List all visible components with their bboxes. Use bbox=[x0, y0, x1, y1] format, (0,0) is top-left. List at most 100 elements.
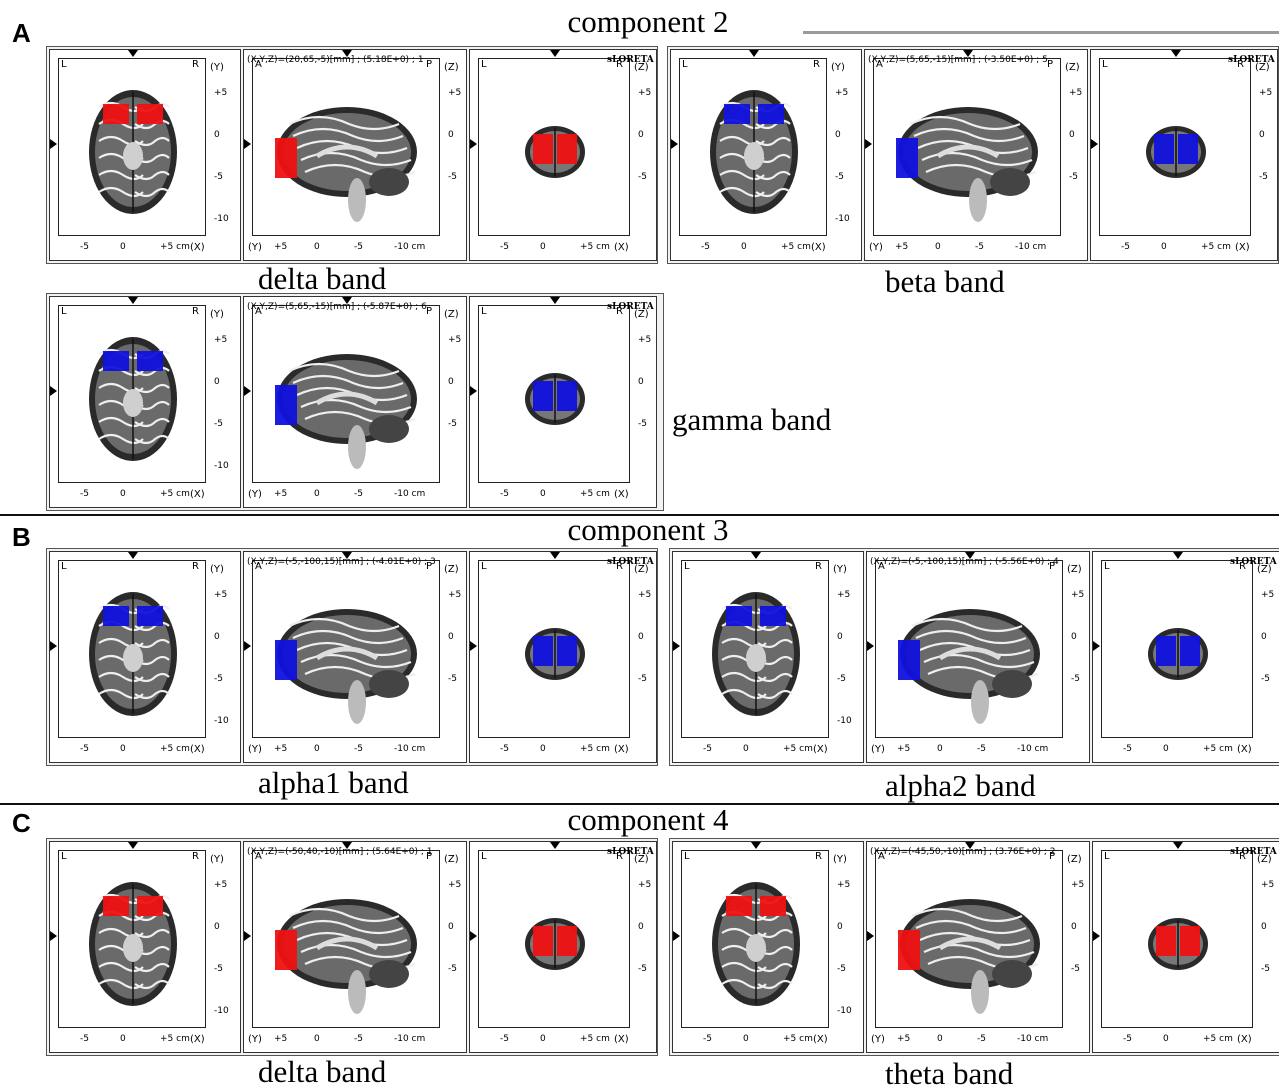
cursor-marker-icon bbox=[50, 386, 57, 396]
axis-tick: 0 bbox=[837, 632, 843, 642]
axis-tick: 0 bbox=[743, 744, 749, 754]
axis-name-z: (Z) bbox=[1255, 62, 1270, 73]
activation-blob bbox=[557, 926, 577, 956]
axis-tick: 0 bbox=[1163, 1034, 1169, 1044]
orientation-corner-left: A bbox=[878, 851, 885, 862]
coordinate-readout: (X,Y,Z)=(20,65,-5)[mm] ; (5.18E+0) ; 1 bbox=[247, 55, 424, 65]
axis-tick: 0 bbox=[743, 1034, 749, 1044]
sloreta-panel: L R (Y) +5 0 -5 -10 -5 0 +5 cm (X) A P (Z) +5 0 -5 (Y) +5 0… bbox=[46, 838, 658, 1056]
axis-name-y: (Y) bbox=[248, 489, 262, 500]
axis-tick: -5 bbox=[448, 674, 457, 684]
cursor-marker-icon bbox=[470, 386, 477, 396]
gyrus-line bbox=[911, 617, 1023, 633]
cursor-marker-icon bbox=[963, 50, 973, 57]
plot-box-coronal bbox=[478, 58, 630, 236]
view-axial: L R (Y) +5 0 -5 -10 -5 0 +5 cm (X) bbox=[670, 49, 862, 261]
axis-tick: 0 bbox=[1261, 632, 1267, 642]
view-coronal: L R (Z) +5 0 -5 -5 0 +5 cm (X) bbox=[1090, 49, 1278, 261]
brain-image-axial bbox=[89, 337, 177, 461]
sloreta-panel: L R (Y) +5 0 -5 -10 -5 0 +5 cm (X) A P (Z) +5 0 -5 (Y) +5 0… bbox=[669, 548, 1279, 766]
cursor-marker-icon bbox=[550, 552, 560, 559]
plot-box-coronal bbox=[478, 305, 630, 483]
orientation-corner-right: R bbox=[192, 851, 199, 862]
axis-tick: 0 bbox=[314, 489, 320, 499]
orientation-corner-left: A bbox=[878, 561, 885, 572]
axis-tick: -5 bbox=[837, 674, 846, 684]
axis-tick: 0 bbox=[638, 377, 644, 387]
gyrus-line bbox=[134, 136, 170, 147]
section-divider-c bbox=[0, 803, 1279, 805]
axis-tick: -5 bbox=[500, 242, 509, 252]
coordinate-readout: (X,Y,Z)=(-5,-100,15)[mm] ; (-5.56E+0) ; … bbox=[870, 557, 1059, 567]
component-title-2: component 2 bbox=[567, 4, 729, 39]
cursor-marker-icon bbox=[342, 842, 352, 849]
axis-tick: -5 bbox=[214, 964, 223, 974]
axis-tick: -5 bbox=[214, 674, 223, 684]
axis-name-y: (Y) bbox=[210, 62, 224, 73]
axis-name-z: (Z) bbox=[1257, 854, 1272, 865]
axis-tick: +5 bbox=[1261, 880, 1275, 890]
axis-tick: -5 bbox=[80, 1034, 89, 1044]
activation-blob bbox=[103, 606, 129, 626]
axis-tick: -10 bbox=[214, 716, 229, 726]
axis-tick: +5 bbox=[638, 880, 652, 890]
brainstem bbox=[348, 680, 366, 724]
gyrus-line bbox=[134, 672, 170, 683]
axis-tick: -5 bbox=[448, 172, 457, 182]
activation-blob bbox=[533, 926, 553, 956]
orientation-corner-right: P bbox=[1049, 561, 1056, 572]
section-divider-b bbox=[0, 514, 1279, 516]
gyrus-line bbox=[134, 187, 170, 198]
brain-image-sagittal bbox=[898, 609, 1040, 724]
axis-name-y: (Y) bbox=[248, 1034, 262, 1045]
axis-tick: -5 bbox=[1261, 964, 1270, 974]
axis-tick: +5 bbox=[448, 590, 462, 600]
gyrus-line bbox=[288, 617, 400, 633]
brain-image-axial bbox=[712, 592, 800, 716]
axis-tick: -10 bbox=[214, 461, 229, 471]
cursor-marker-icon bbox=[128, 552, 138, 559]
view-coronal: L R (Z) +5 0 -5 -5 0 +5 cm (X) bbox=[469, 49, 657, 261]
axis-tick: -5 bbox=[214, 419, 223, 429]
cursor-marker-icon bbox=[128, 297, 138, 304]
axis-tick: +5 bbox=[1069, 88, 1083, 98]
brain-image-sagittal bbox=[898, 899, 1040, 1014]
axis-tick: +5 bbox=[895, 242, 909, 252]
activation-blob bbox=[1154, 134, 1174, 164]
gyrus-line bbox=[98, 186, 144, 198]
activation-blob bbox=[557, 636, 577, 666]
view-axial: L R (Y) +5 0 -5 -10 -5 0 +5 cm (X) bbox=[49, 841, 241, 1053]
gyrus-line bbox=[98, 433, 144, 445]
axis-tick: -10 bbox=[835, 214, 850, 224]
plot-box-sagittal bbox=[875, 850, 1063, 1028]
orientation-corner-left: L bbox=[1104, 561, 1110, 572]
gyrus-line bbox=[721, 688, 767, 700]
axis-tick: 0 bbox=[937, 1034, 943, 1044]
axis-tick: +5 bbox=[1071, 590, 1085, 600]
axis-name-z: (Z) bbox=[1067, 854, 1082, 865]
axis-tick: -10 cm bbox=[1017, 1034, 1049, 1044]
brain-image-axial bbox=[710, 90, 798, 214]
axis-tick: -10 bbox=[837, 716, 852, 726]
brainstem bbox=[348, 425, 366, 469]
corpus-callosum bbox=[315, 144, 379, 159]
cursor-marker-icon bbox=[1091, 139, 1098, 149]
view-sagittal: A P (Z) +5 0 -5 (Y) +5 0 -5 -10 cm bbox=[866, 841, 1090, 1053]
sloreta-panel: L R (Y) +5 0 -5 -10 -5 0 +5 cm (X) A P (Z) +5 0 -5 (Y) +5 0… bbox=[46, 46, 658, 264]
orientation-corner-right: P bbox=[1049, 851, 1056, 862]
orientation-corner-left: L bbox=[1102, 59, 1108, 70]
axis-tick: -5 bbox=[354, 242, 363, 252]
plot-box-coronal bbox=[1101, 560, 1253, 738]
cursor-marker-icon bbox=[965, 552, 975, 559]
axis-tick: +5 bbox=[837, 590, 851, 600]
cerebellum bbox=[369, 960, 409, 988]
view-axial: L R (Y) +5 0 -5 -10 -5 0 +5 cm (X) bbox=[49, 49, 241, 261]
axis-tick: -5 bbox=[835, 172, 844, 182]
axis-tick: +5 bbox=[274, 744, 288, 754]
axis-tick: 0 bbox=[540, 242, 546, 252]
cursor-marker-icon bbox=[1093, 931, 1100, 941]
axis-tick: -5 bbox=[638, 419, 647, 429]
axis-tick: +5 bbox=[897, 744, 911, 754]
axis-tick: 0 bbox=[1071, 922, 1077, 932]
cerebellum bbox=[369, 415, 409, 443]
